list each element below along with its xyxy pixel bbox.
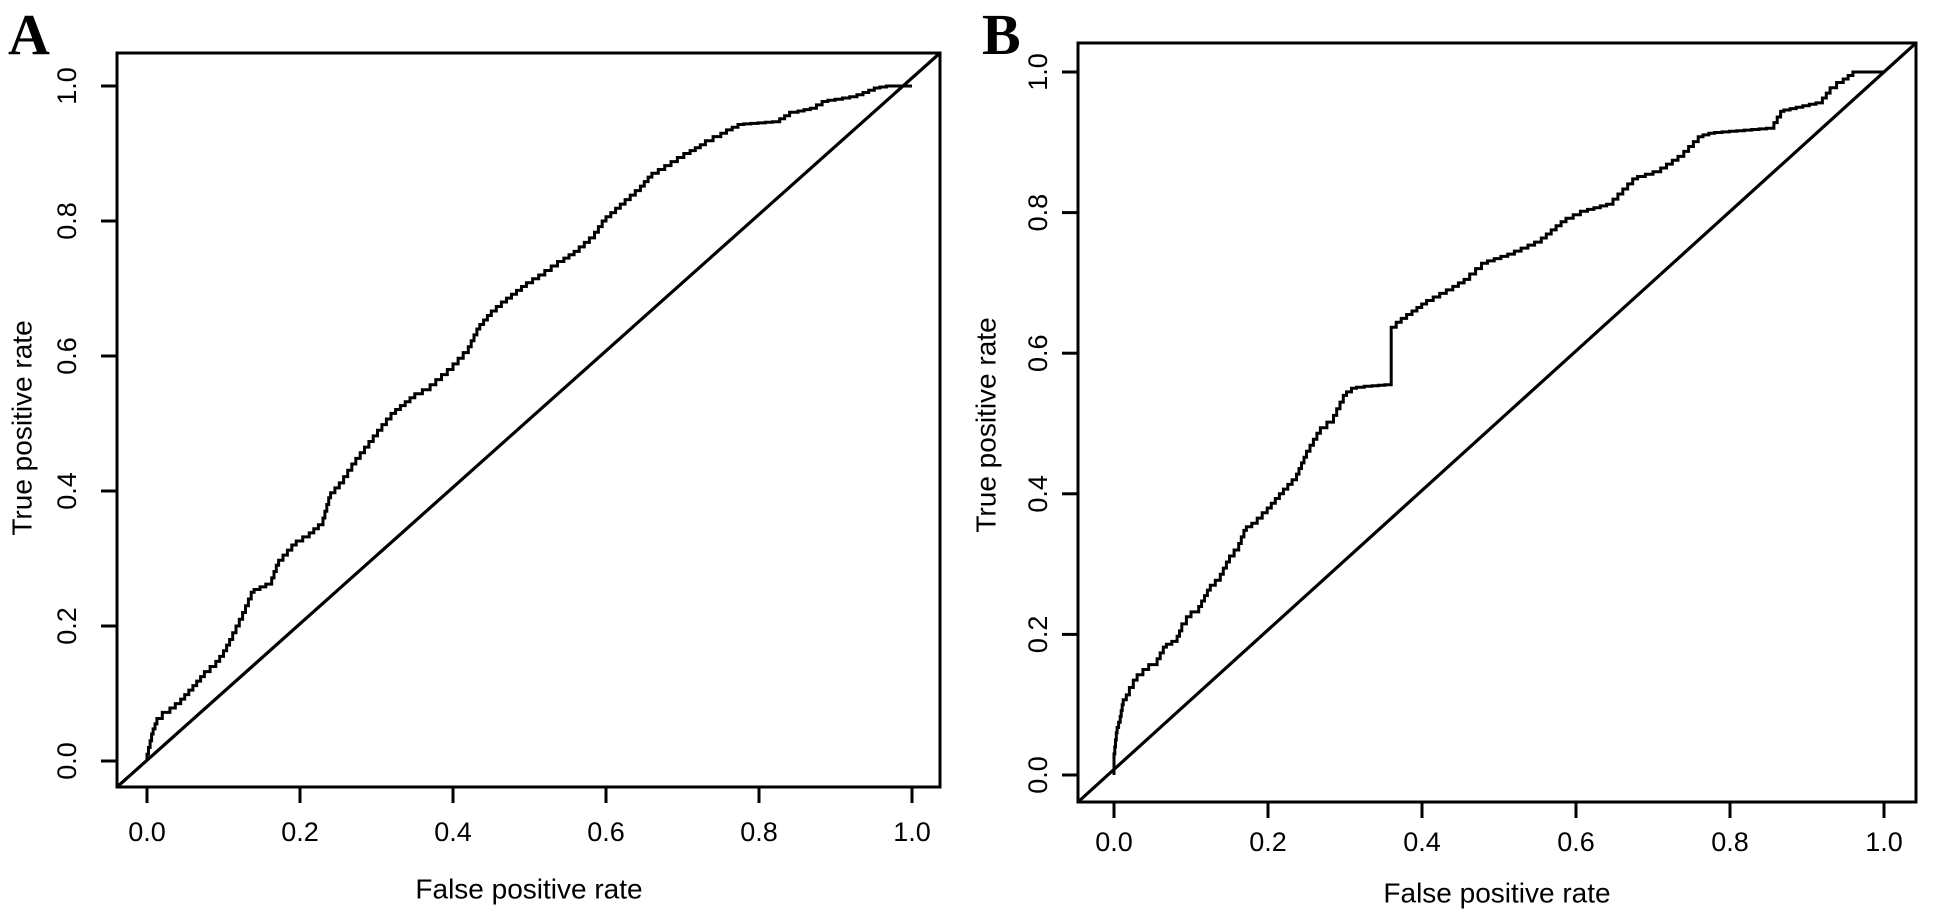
y-tick-label: 0.0 xyxy=(1023,756,1053,794)
x-tick-label: 0.2 xyxy=(281,817,319,847)
y-tick-label: 0.6 xyxy=(1023,334,1053,372)
y-tick-label: 0.4 xyxy=(1023,475,1053,513)
y-tick-label: 0.4 xyxy=(52,472,82,510)
y-tick-label: 0.2 xyxy=(52,607,82,645)
x-tick-label: 0.0 xyxy=(128,817,166,847)
panel-b: B 0.0 0.2 0.4 0.6 0.8 1.0 0.0 0.2 0.4 0.6 0.8 1.0 F… xyxy=(971,2,1918,909)
x-tick-label: 0.8 xyxy=(740,817,778,847)
panel-b-ylabel: True positive rate xyxy=(971,317,1002,532)
y-tick-label: 1.0 xyxy=(52,67,82,105)
x-tick-label: 0.6 xyxy=(587,817,625,847)
y-tick-label: 0.8 xyxy=(52,202,82,240)
panel-b-plot-box xyxy=(1076,41,1918,804)
panel-a-plot-area: 0.0 0.2 0.4 0.6 0.8 1.0 0.0 0.2 0.4 0.6 0.8 1.0 xyxy=(52,51,942,847)
panel-b-plot-area: 0.0 0.2 0.4 0.6 0.8 1.0 0.0 0.2 0.4 0.6 0.8 1.0 xyxy=(1023,41,1918,857)
y-tick-label: 0.0 xyxy=(52,742,82,780)
x-tick-label: 1.0 xyxy=(893,817,931,847)
roc-curve-path xyxy=(1112,70,1884,775)
roc-curve-path xyxy=(145,84,912,761)
x-tick-label: 0.6 xyxy=(1557,827,1595,857)
panel-a-ylabel: True positive rate xyxy=(7,320,38,535)
x-tick-label: 0.0 xyxy=(1095,827,1133,857)
x-tick-label: 0.2 xyxy=(1249,827,1287,857)
x-tick-label: 0.4 xyxy=(434,817,472,847)
panel-b-label: B xyxy=(982,2,1021,67)
panel-a-plot-box xyxy=(115,51,942,789)
y-tick-label: 0.2 xyxy=(1023,616,1053,654)
chance-diagonal-line xyxy=(115,51,942,789)
panel-b-xlabel: False positive rate xyxy=(1383,878,1610,909)
x-tick-label: 1.0 xyxy=(1865,827,1903,857)
x-tick-label: 0.8 xyxy=(1711,827,1749,857)
chance-diagonal-line xyxy=(1076,41,1918,804)
x-tick-label: 0.4 xyxy=(1403,827,1441,857)
y-tick-label: 1.0 xyxy=(1023,53,1053,91)
y-tick-label: 0.8 xyxy=(1023,194,1053,232)
panel-a-xlabel: False positive rate xyxy=(415,874,642,905)
y-tick-label: 0.6 xyxy=(52,337,82,375)
panel-a: A 0.0 0.2 0.4 0.6 0.8 1.0 0.0 0.2 0.4 0.6 0.8 1.0 F… xyxy=(7,2,942,905)
panel-a-label: A xyxy=(8,2,50,67)
